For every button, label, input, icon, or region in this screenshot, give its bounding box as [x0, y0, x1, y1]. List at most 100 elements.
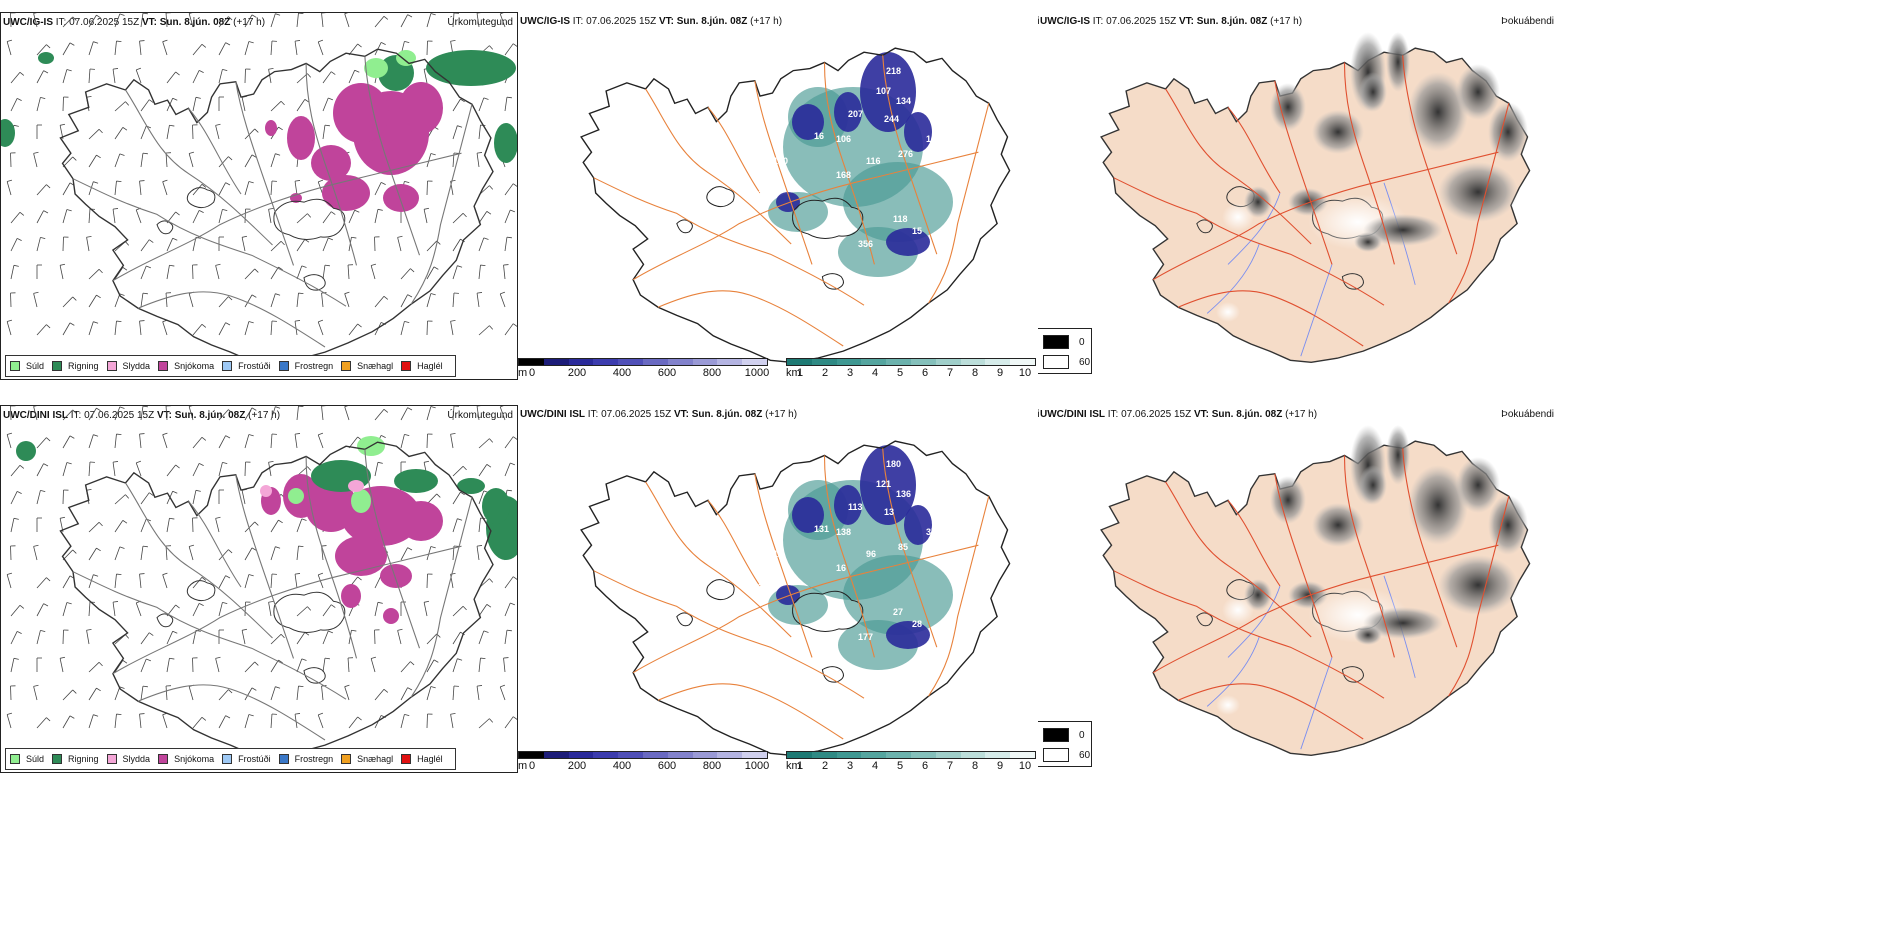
wind-barb-flag: [404, 714, 410, 717]
colorbar-tick: 1000: [744, 367, 770, 379]
wind-barb: [476, 546, 480, 561]
colorbar-tick: 4: [871, 760, 879, 772]
wind-barb: [348, 323, 358, 336]
wind-barb: [62, 575, 71, 589]
precip-map: [6, 406, 517, 758]
legend-swatch: [52, 754, 63, 764]
wind-barb: [10, 465, 21, 477]
wind-barb: [218, 296, 229, 308]
low-ceiling-area: [776, 585, 800, 605]
wind-barb: [62, 209, 68, 224]
wind-barb: [62, 69, 68, 84]
wind-barb: [270, 181, 273, 196]
wind-barb: [294, 41, 298, 56]
wind-barb: [6, 181, 12, 196]
wind-barb-flag: [383, 408, 389, 413]
legend-label: Snæhagl: [357, 754, 394, 764]
wind-barb: [348, 70, 356, 84]
wind-barb-flag: [430, 13, 436, 16]
legend-label: Haglél: [417, 361, 443, 371]
legend-label: Frostregn: [294, 361, 334, 371]
wind-barb: [452, 13, 455, 28]
wind-barb-flag: [275, 13, 281, 16]
legend-label: Rigning: [68, 754, 99, 764]
wind-barb: [321, 406, 324, 421]
iceland-coastline: [580, 440, 1011, 757]
wind-barb-flag: [86, 628, 92, 631]
wind-barb: [218, 16, 229, 28]
wind-barb-flag: [33, 684, 39, 687]
wind-barb-flag: [43, 210, 49, 214]
wind-barb-flag: [46, 184, 51, 189]
wind-barb: [88, 687, 97, 701]
wind-barb-flag: [142, 13, 148, 15]
wind-barb: [165, 153, 168, 168]
wind-barb-flag: [512, 183, 517, 187]
wind-barb: [504, 602, 511, 617]
wind-barb-flag: [98, 268, 103, 274]
wind-barb: [62, 462, 68, 477]
colorbar-tick: 2: [821, 367, 829, 379]
wind-barb-flag: [66, 209, 72, 212]
road-line: [112, 545, 462, 675]
wind-barb-flag: [116, 40, 122, 42]
wind-barb-flag: [225, 42, 231, 46]
legend-item: Súld: [10, 754, 44, 764]
fog-index-area: [1438, 555, 1518, 615]
fog-index-area: [1359, 465, 1387, 505]
wind-barb-flag: [500, 291, 506, 295]
colorbar-tick: 0: [528, 760, 536, 772]
fog-map: [1100, 32, 1531, 364]
wind-barb: [188, 153, 194, 168]
wind-barb-flag: [225, 182, 231, 186]
wind-barb: [62, 182, 71, 196]
wind-barb: [504, 630, 508, 645]
wind-barb-flag: [278, 266, 283, 271]
fog-index-area: [1354, 232, 1382, 252]
wind-barb: [88, 407, 97, 421]
fog-free-area: [1222, 596, 1254, 624]
wind-barb: [244, 128, 256, 140]
wind-barb: [36, 184, 47, 196]
wind-barb: [270, 41, 273, 56]
wind-barb: [165, 546, 168, 561]
wind-barb: [218, 435, 226, 449]
wind-barb-flag: [407, 14, 413, 18]
fog-index-area: [1312, 110, 1364, 154]
wind-barb: [112, 209, 116, 224]
wind-barb: [10, 518, 15, 533]
wind-barb-flag: [146, 265, 152, 269]
wind-barb: [140, 658, 147, 673]
legend-label: Slydda: [122, 361, 151, 371]
wind-barb: [244, 521, 256, 533]
wind-barb-flag: [222, 602, 228, 605]
wind-barb: [218, 409, 229, 421]
wind-barb: [162, 321, 168, 336]
fog-index-area: [1270, 476, 1306, 524]
wind-barb: [88, 268, 100, 280]
road-line: [657, 290, 844, 347]
wind-barb: [62, 296, 74, 308]
wind-barb: [114, 546, 121, 561]
wind-barb: [192, 184, 203, 196]
wind-barb: [426, 633, 438, 645]
snow-area: [399, 501, 443, 541]
wind-barb-flag: [139, 433, 145, 435]
wind-barb: [452, 212, 464, 224]
wind-barb-flag: [280, 633, 285, 639]
wind-barb: [374, 209, 379, 224]
wind-barb: [192, 70, 200, 84]
wind-barb: [10, 98, 18, 112]
wind-barb-flag: [116, 573, 122, 575]
ceiling-value-label: 244: [884, 114, 899, 124]
wind-barb-flag: [294, 40, 301, 42]
ceiling-value-label: 356: [858, 239, 873, 249]
rain-area: [38, 52, 54, 64]
colorbar-cell: [667, 752, 693, 758]
wind-barb: [215, 265, 220, 280]
legend-item: Haglél: [401, 754, 443, 764]
wind-barb: [476, 153, 480, 168]
wind-barb: [503, 658, 506, 673]
wind-barb: [348, 716, 358, 729]
visibility-colorbar: km 1 2 3 4 5 6 7 8 9 10: [786, 751, 1036, 773]
